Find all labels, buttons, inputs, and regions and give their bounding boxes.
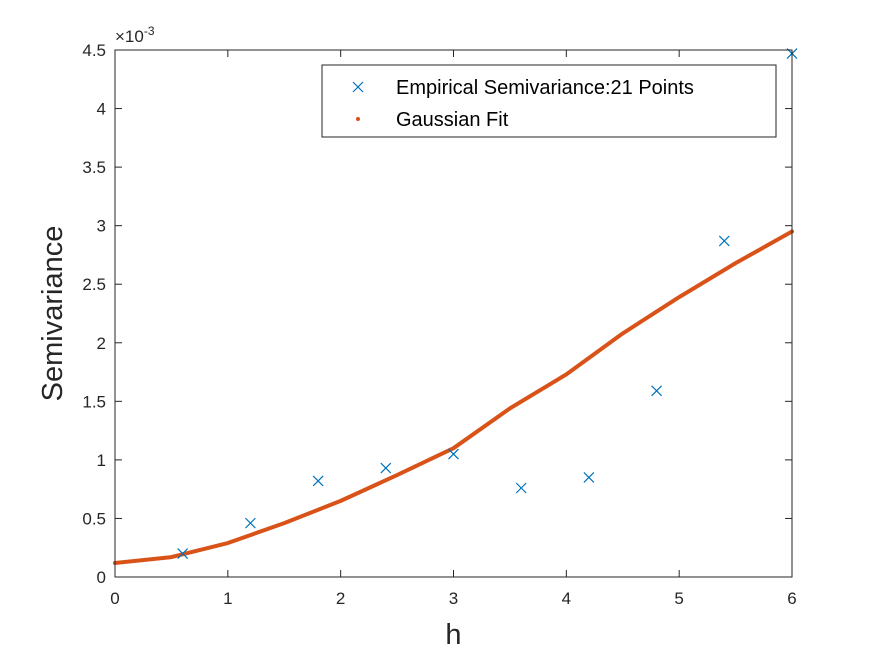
y-tick-label: 3.5	[82, 158, 106, 177]
legend-box	[321, 64, 777, 138]
empirical-markers-layer	[177, 48, 798, 560]
y-tick-label: 0.5	[82, 509, 106, 528]
legend-marker-gaussian-fit	[356, 117, 360, 121]
legend-label-empirical: Empirical Semivariance:21 Points	[396, 77, 694, 99]
gaussian-fit-layer	[113, 229, 794, 565]
ticks-layer	[114, 49, 793, 578]
x-tick-label: 4	[562, 589, 571, 608]
x-tick-label: 2	[336, 589, 345, 608]
y-exponent-power: -3	[144, 24, 155, 38]
plot-area	[115, 50, 792, 577]
y-axis-title: Semivariance	[37, 226, 69, 402]
empirical-point	[583, 472, 595, 483]
empirical-point	[515, 482, 527, 494]
y-exponent-label: ×10-3	[115, 24, 155, 46]
legend-label-gaussian-fit: Gaussian Fit	[396, 109, 509, 131]
x-tick-label: 0	[110, 589, 119, 608]
y-exponent-base: ×10	[115, 27, 144, 46]
empirical-point	[448, 448, 459, 460]
legend-marker-empirical	[352, 81, 364, 93]
empirical-point	[177, 548, 189, 560]
empirical-point	[651, 385, 663, 397]
y-tick-label: 2.5	[82, 275, 106, 294]
y-tick-label: 2	[97, 334, 106, 353]
x-axis-title: h	[445, 619, 461, 651]
y-tick-label: 0	[97, 568, 106, 587]
y-tick-label: 1.5	[82, 392, 106, 411]
tick-labels-layer: 0 1 2 3 4 5 6 0 0.5 1 1.5 2 2.5 3 3.5 4 4.5	[82, 41, 796, 608]
x-tick-label: 5	[674, 589, 683, 608]
y-tick-label: 4.5	[82, 41, 106, 60]
empirical-point	[718, 235, 730, 247]
x-tick-label: 3	[449, 589, 458, 608]
empirical-point	[244, 517, 256, 529]
empirical-point	[380, 462, 392, 474]
legend: Empirical Semivariance:21 Points Gaussia…	[321, 64, 777, 138]
y-tick-label: 4	[97, 100, 106, 119]
y-tick-label: 1	[97, 451, 106, 470]
x-tick-label: 6	[787, 589, 796, 608]
x-tick-label: 1	[223, 589, 232, 608]
empirical-point	[312, 475, 324, 487]
y-tick-label: 3	[97, 217, 106, 236]
gaussian-fit-line	[113, 229, 794, 565]
